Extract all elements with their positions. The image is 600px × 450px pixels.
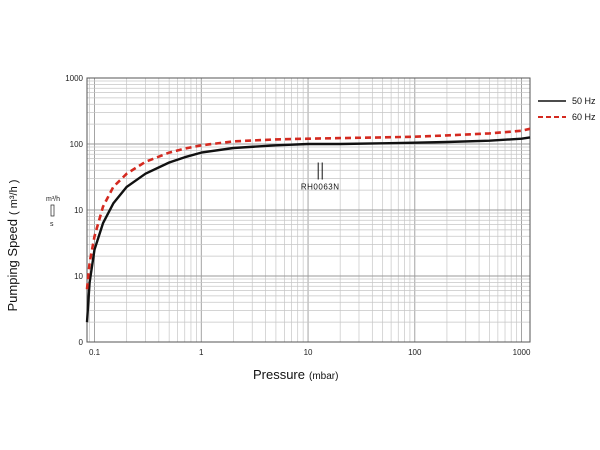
x-tick-label: 0.1 (89, 348, 101, 357)
legend-label-50hz: 50 Hz (572, 96, 596, 106)
x-tick-label: 100 (408, 348, 422, 357)
y-tick-label: 10 (74, 272, 83, 281)
series-layer (85, 127, 531, 323)
legend-label-60hz: 60 Hz (572, 112, 596, 122)
x-tick-label: 1 (199, 348, 204, 357)
x-tick-label: 10 (304, 348, 313, 357)
y-side-unit-top: m³/h (46, 196, 60, 203)
y-tick-label: 10 (74, 206, 83, 215)
y-axis: 0 10 10 100 1000 (65, 74, 83, 347)
y-side-unit-bar (50, 204, 55, 217)
y-axis-unit: ( m³/h ) (8, 180, 20, 215)
x-axis-label: Pressure (253, 367, 305, 382)
y-tick-label: 1000 (65, 74, 83, 83)
y-tick-label: 100 (70, 140, 84, 149)
x-axis-unit: (mbar) (309, 371, 338, 382)
annotation-label: RH0063N (301, 183, 340, 192)
plot-frame (86, 77, 531, 343)
grid (87, 78, 530, 343)
x-axis: 0.1 1 10 100 1000 (89, 348, 531, 357)
y-tick-label: 0 (79, 338, 84, 347)
y-axis-label: Pumping Speed (5, 219, 20, 312)
x-tick-label: 1000 (513, 348, 531, 357)
series-line-60-hz (85, 127, 531, 290)
annotation: RH0063N (301, 162, 340, 192)
series-line-50-hz (85, 136, 531, 323)
y-axis-label-group: Pumping Speed ( m³/h ) (5, 180, 20, 312)
legend: 50 Hz 60 Hz (538, 96, 596, 122)
y-side-unit-bottom: s (50, 221, 54, 228)
